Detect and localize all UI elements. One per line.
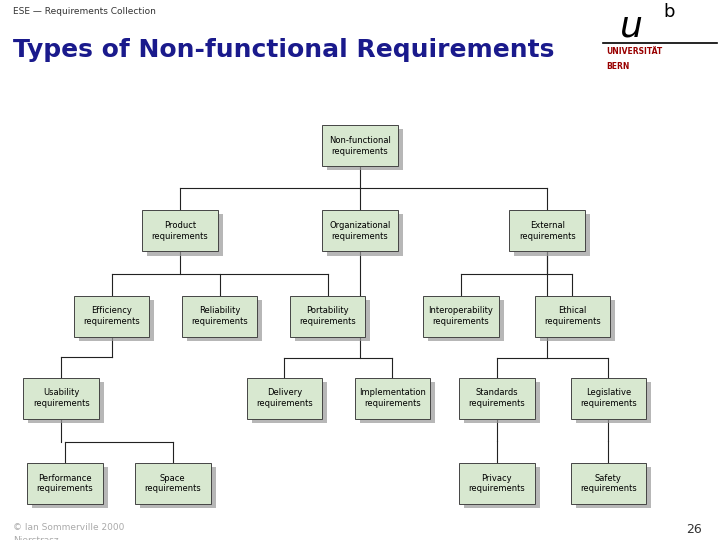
FancyBboxPatch shape [534, 295, 611, 336]
FancyBboxPatch shape [24, 377, 99, 419]
Text: Portability
requirements: Portability requirements [300, 306, 356, 326]
FancyBboxPatch shape [140, 467, 216, 508]
FancyBboxPatch shape [295, 300, 371, 341]
FancyBboxPatch shape [571, 377, 647, 419]
Text: Efficiency
requirements: Efficiency requirements [84, 306, 140, 326]
FancyBboxPatch shape [74, 295, 150, 336]
FancyBboxPatch shape [540, 300, 615, 341]
Text: Standards
requirements: Standards requirements [469, 388, 525, 408]
FancyBboxPatch shape [515, 214, 590, 255]
FancyBboxPatch shape [323, 211, 397, 252]
Text: 26: 26 [686, 523, 702, 536]
FancyBboxPatch shape [327, 130, 403, 171]
Text: Legislative
requirements: Legislative requirements [580, 388, 636, 408]
FancyBboxPatch shape [327, 214, 403, 255]
FancyBboxPatch shape [148, 214, 223, 255]
Text: ESE — Requirements Collection: ESE — Requirements Collection [13, 6, 156, 16]
Text: External
requirements: External requirements [519, 221, 575, 241]
FancyBboxPatch shape [79, 300, 155, 341]
Text: Reliability
requirements: Reliability requirements [192, 306, 248, 326]
Text: UNIVERSITÄT: UNIVERSITÄT [606, 47, 662, 56]
FancyBboxPatch shape [143, 211, 217, 252]
Text: Product
requirements: Product requirements [152, 221, 208, 241]
FancyBboxPatch shape [571, 463, 647, 504]
Text: Nierstrasz: Nierstrasz [13, 536, 58, 540]
FancyBboxPatch shape [360, 382, 435, 423]
FancyBboxPatch shape [576, 467, 652, 508]
Text: Safety
requirements: Safety requirements [580, 474, 636, 493]
Text: BERN: BERN [606, 62, 629, 71]
FancyBboxPatch shape [423, 295, 498, 336]
FancyBboxPatch shape [464, 382, 540, 423]
FancyBboxPatch shape [246, 377, 323, 419]
FancyBboxPatch shape [181, 295, 258, 336]
Text: Types of Non-functional Requirements: Types of Non-functional Requirements [13, 38, 554, 62]
FancyBboxPatch shape [32, 467, 108, 508]
FancyBboxPatch shape [135, 463, 210, 504]
FancyBboxPatch shape [428, 300, 504, 341]
FancyBboxPatch shape [323, 125, 397, 166]
Text: Ethical
requirements: Ethical requirements [544, 306, 600, 326]
Text: Privacy
requirements: Privacy requirements [469, 474, 525, 493]
FancyBboxPatch shape [252, 382, 327, 423]
FancyBboxPatch shape [464, 467, 540, 508]
FancyBboxPatch shape [576, 382, 652, 423]
FancyBboxPatch shape [289, 295, 366, 336]
FancyBboxPatch shape [187, 300, 262, 341]
FancyBboxPatch shape [355, 377, 431, 419]
Text: Interoperability
requirements: Interoperability requirements [428, 306, 493, 326]
Text: Performance
requirements: Performance requirements [37, 474, 93, 493]
Text: © Ian Sommerville 2000: © Ian Sommerville 2000 [13, 523, 125, 531]
FancyBboxPatch shape [510, 211, 585, 252]
Text: Delivery
requirements: Delivery requirements [256, 388, 312, 408]
Text: Usability
requirements: Usability requirements [33, 388, 89, 408]
FancyBboxPatch shape [459, 377, 534, 419]
Text: b: b [663, 3, 675, 21]
Text: Space
requirements: Space requirements [145, 474, 201, 493]
Text: Implementation
requirements: Implementation requirements [359, 388, 426, 408]
Text: $\mathit{u}$: $\mathit{u}$ [619, 10, 642, 43]
FancyBboxPatch shape [27, 463, 102, 504]
Text: Organizational
requirements: Organizational requirements [329, 221, 391, 241]
FancyBboxPatch shape [29, 382, 104, 423]
Text: Non-functional
requirements: Non-functional requirements [329, 136, 391, 156]
FancyBboxPatch shape [459, 463, 534, 504]
